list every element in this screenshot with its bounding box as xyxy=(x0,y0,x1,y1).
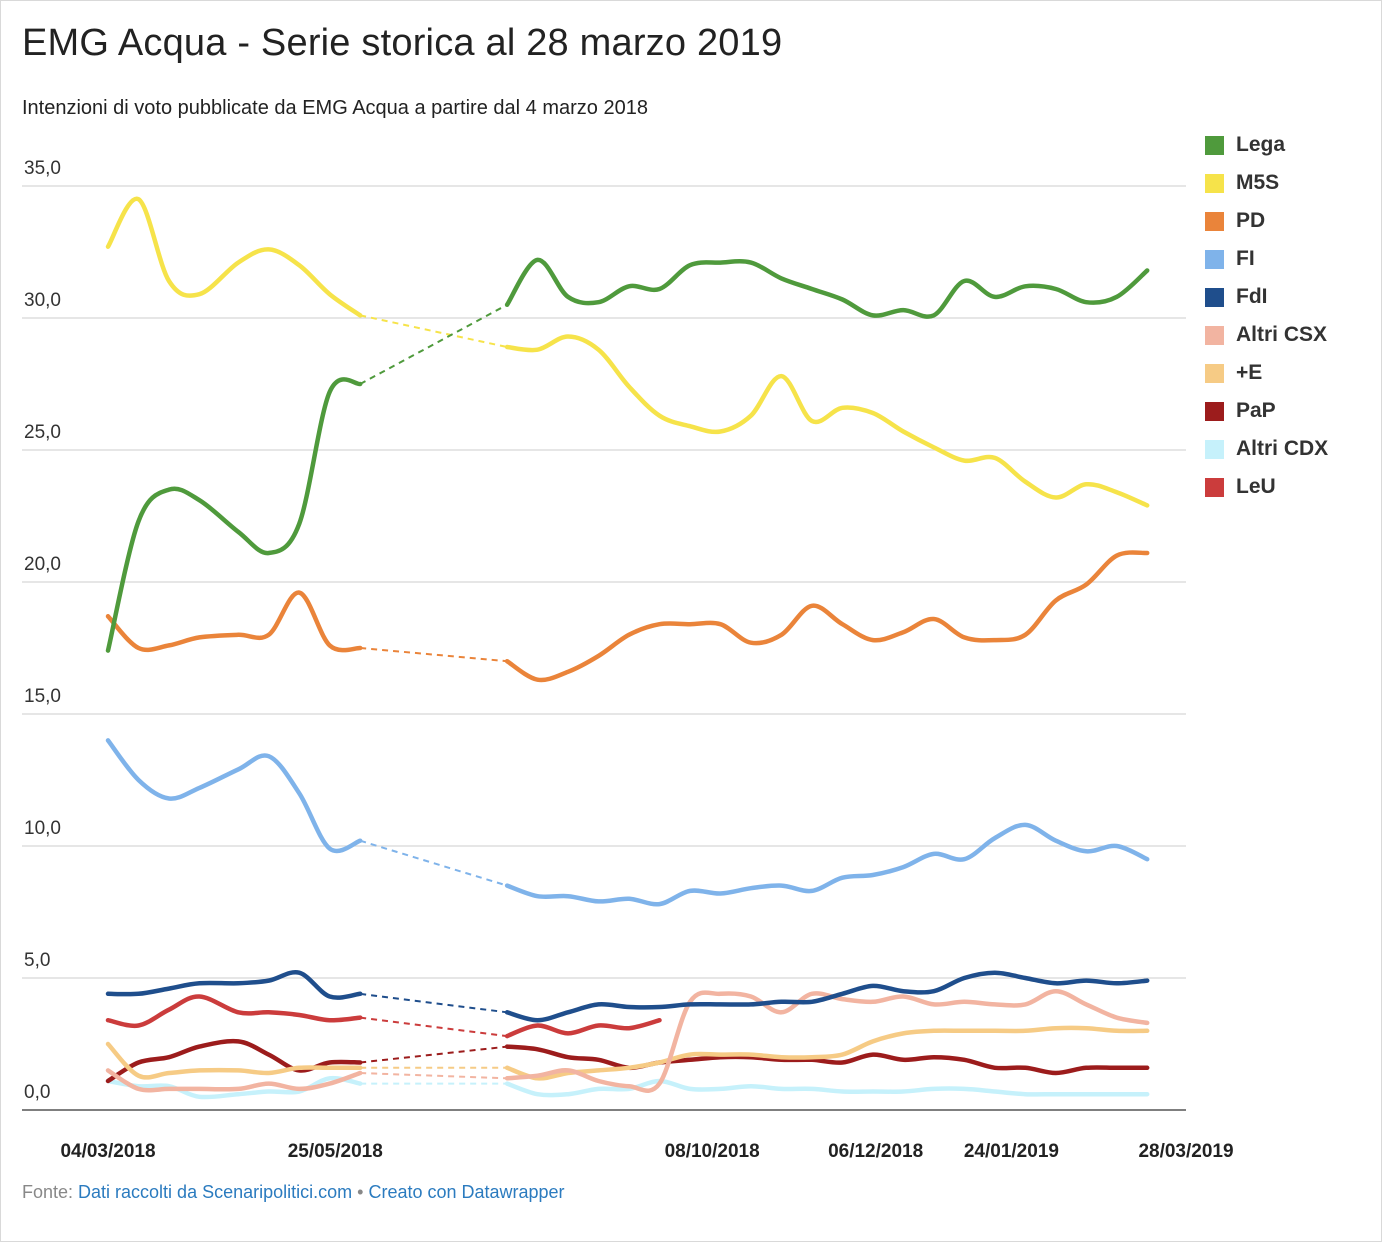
x-tick-label: 08/10/2018 xyxy=(665,1141,760,1162)
series-gap-fi xyxy=(359,839,508,887)
x-tick-label: 28/03/2019 xyxy=(1138,1141,1233,1162)
legend-swatch xyxy=(1205,401,1224,421)
series-line-altri-cdx xyxy=(105,1075,363,1100)
series-line-lega xyxy=(504,257,1150,319)
series-line-fdi xyxy=(504,970,1150,1023)
y-tick-label: 25,0 xyxy=(24,422,61,443)
chart-title: EMG Acqua - Serie storica al 28 marzo 20… xyxy=(22,22,783,64)
legend-swatch xyxy=(1205,477,1224,497)
y-tick-label: 10,0 xyxy=(24,818,61,839)
footer-source-prefix: Fonte: xyxy=(22,1182,79,1202)
x-tick-label: 04/03/2018 xyxy=(60,1141,155,1162)
footer: Fonte: Dati raccolti da Scenaripolitici.… xyxy=(22,1182,565,1203)
x-tick-label: 25/05/2018 xyxy=(288,1141,383,1162)
series-line-pd xyxy=(504,550,1150,683)
legend-swatch xyxy=(1205,211,1224,231)
legend-label: PaP xyxy=(1236,399,1276,422)
series-gap-leu xyxy=(360,1016,508,1038)
datawrapper-link[interactable]: Creato con Datawrapper xyxy=(368,1182,565,1202)
legend-item: Altri CDX xyxy=(1205,430,1328,468)
legend-item: LeU xyxy=(1205,468,1328,506)
series-line-altri-csx xyxy=(504,988,1150,1093)
y-tick-label: 0,0 xyxy=(24,1082,50,1103)
legend-label: Altri CDX xyxy=(1236,437,1329,460)
series-gap-m5s xyxy=(359,314,508,349)
legend-swatch xyxy=(1205,249,1224,269)
series-line-pap xyxy=(504,1044,1150,1076)
legend-label: FI xyxy=(1236,247,1255,270)
x-tick-label: 24/01/2019 xyxy=(964,1141,1059,1162)
series-line--e xyxy=(105,1041,363,1080)
legend-label: FdI xyxy=(1236,285,1268,308)
series-gap-lega xyxy=(359,303,508,385)
legend-item: Altri CSX xyxy=(1205,316,1328,354)
series-gap-altri-csx xyxy=(360,1072,508,1080)
legend-item: FdI xyxy=(1205,278,1328,316)
legend-swatch xyxy=(1205,173,1224,193)
legend-label: Altri CSX xyxy=(1236,323,1328,346)
series-gap-pap xyxy=(360,1045,508,1064)
series-line-leu xyxy=(504,1017,662,1039)
series-line-altri-csx xyxy=(105,1068,363,1093)
legend-item: M5S xyxy=(1205,164,1328,202)
legend: Lega M5S PD FI FdI Altri CSX +E PaP Altri CDX LeU xyxy=(1205,126,1328,506)
legend-label: LeU xyxy=(1236,475,1276,498)
legend-label: M5S xyxy=(1236,171,1280,194)
legend-item: Lega xyxy=(1205,126,1328,164)
series-line-fi xyxy=(504,822,1150,907)
series-line-lega xyxy=(105,377,363,653)
legend-swatch xyxy=(1205,439,1224,459)
legend-item: FI xyxy=(1205,240,1328,278)
legend-swatch xyxy=(1205,287,1224,307)
y-tick-label: 30,0 xyxy=(24,290,61,311)
legend-swatch xyxy=(1205,363,1224,383)
series-line-altri-cdx xyxy=(504,1078,1150,1098)
series-line-pd xyxy=(105,590,363,653)
legend-label: Lega xyxy=(1236,133,1286,156)
legend-label: +E xyxy=(1236,361,1263,384)
legend-item: PD xyxy=(1205,202,1328,240)
y-tick-label: 15,0 xyxy=(24,686,61,707)
chart-subtitle: Intenzioni di voto pubblicate da EMG Acq… xyxy=(22,97,648,119)
series-line-fi xyxy=(105,738,363,854)
source-link[interactable]: Dati raccolti da Scenaripolitici.com xyxy=(78,1182,353,1202)
series-line-leu xyxy=(105,994,363,1029)
y-tick-label: 5,0 xyxy=(24,950,50,971)
x-tick-label: 06/12/2018 xyxy=(828,1141,923,1162)
legend-item: PaP xyxy=(1205,392,1328,430)
legend-label: PD xyxy=(1236,209,1266,232)
y-tick-label: 35,0 xyxy=(24,158,61,179)
footer-separator: • xyxy=(352,1182,369,1202)
series-gap-pd xyxy=(360,647,508,663)
series-line--e xyxy=(504,1025,1150,1081)
series-line-fdi xyxy=(105,969,363,1000)
series-line-pap xyxy=(105,1038,363,1084)
series-line-m5s xyxy=(105,196,363,318)
legend-swatch xyxy=(1205,135,1224,155)
legend-item: +E xyxy=(1205,354,1328,392)
series-gap-fdi xyxy=(360,992,508,1014)
legend-swatch xyxy=(1205,325,1224,345)
y-tick-label: 20,0 xyxy=(24,554,61,575)
series-line-m5s xyxy=(504,334,1150,508)
